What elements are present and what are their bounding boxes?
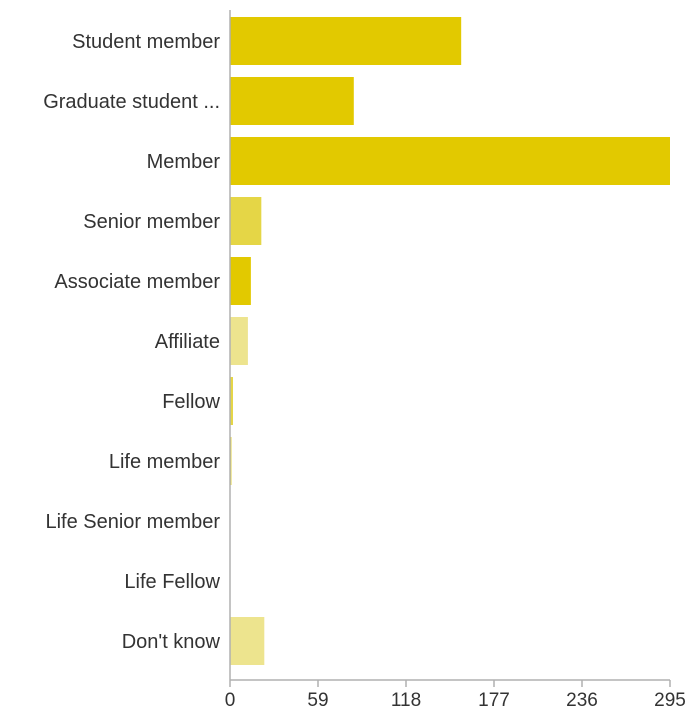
bar-graduate-student <box>230 77 354 125</box>
bar-member <box>230 137 670 185</box>
bar-affiliate <box>230 317 248 365</box>
category-label-student-member: Student member <box>72 31 220 53</box>
bar-associate-member <box>230 257 251 305</box>
category-label-associate-member: Associate member <box>54 271 220 293</box>
category-label-senior-member: Senior member <box>83 211 220 233</box>
category-label-life-member: Life member <box>109 451 220 473</box>
category-label-life-fellow: Life Fellow <box>124 571 220 593</box>
category-label-fellow: Fellow <box>162 391 220 413</box>
category-label-graduate-student: Graduate student ... <box>43 91 220 113</box>
x-tick-labels: 0 59 118 177 236 295 <box>225 690 686 711</box>
category-label-life-senior-member: Life Senior member <box>45 511 220 533</box>
x-tick-label-118: 118 <box>391 690 421 709</box>
bars-group <box>230 17 670 665</box>
bar-senior-member <box>230 197 262 245</box>
x-tick-label-177: 177 <box>478 690 510 709</box>
category-labels: Student member Graduate student ... Member… <box>43 31 220 653</box>
bar-student-member <box>230 17 462 65</box>
category-label-don-t-know: Don't know <box>122 631 221 653</box>
x-tick-label-236: 236 <box>566 690 598 709</box>
x-tick-label-0: 0 <box>225 690 236 709</box>
bar-fellow <box>230 377 233 425</box>
x-tick-label-59: 59 <box>307 690 328 709</box>
bar-don-t-know <box>230 617 265 665</box>
category-label-member: Member <box>147 151 221 173</box>
x-tick-label-295: 295 <box>654 690 686 709</box>
category-label-affiliate: Affiliate <box>155 331 220 353</box>
axes-group <box>229 10 671 687</box>
